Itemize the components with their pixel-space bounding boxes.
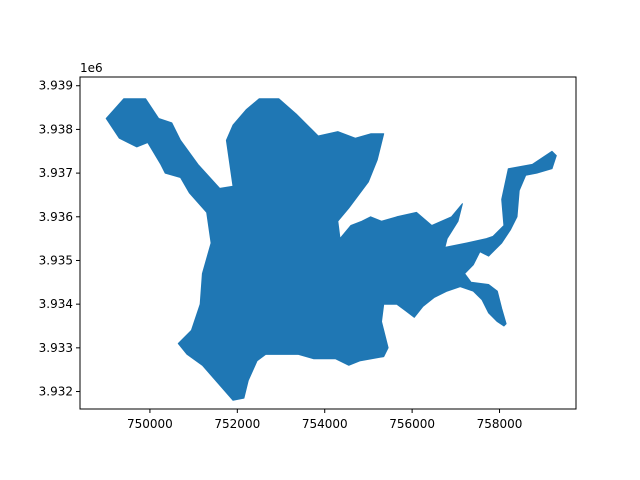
y-axis-offset-label: 1e6	[80, 61, 103, 75]
y-tick-label: 3.937	[39, 166, 73, 180]
axes-frame	[79, 76, 577, 410]
x-tick-label: 752000	[214, 417, 260, 431]
x-tick-label: 758000	[477, 417, 523, 431]
x-tick-label: 756000	[389, 417, 435, 431]
x-axis: 750000 752000 754000 756000 758000	[127, 409, 522, 431]
y-tick-label: 3.938	[39, 122, 73, 136]
plot-area	[105, 98, 557, 401]
region-polygon-main-region	[105, 98, 557, 401]
y-tick-label: 3.934	[39, 297, 73, 311]
y-axis: 3.932 3.933 3.934 3.935 3.936 3.937 3.938 3.939	[39, 79, 80, 399]
y-tick-label: 3.932	[39, 385, 73, 399]
y-tick-label: 3.936	[39, 210, 73, 224]
y-tick-label: 3.939	[39, 79, 73, 93]
y-tick-label: 3.935	[39, 253, 73, 267]
x-tick-label: 754000	[302, 417, 348, 431]
y-tick-label: 3.933	[39, 341, 73, 355]
x-tick-label: 750000	[127, 417, 173, 431]
